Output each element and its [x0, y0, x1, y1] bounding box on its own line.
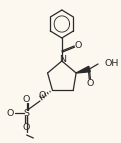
- Polygon shape: [76, 66, 90, 73]
- Text: O: O: [7, 109, 14, 118]
- Text: OH: OH: [105, 59, 119, 68]
- Text: O: O: [23, 123, 30, 132]
- Text: O: O: [23, 95, 30, 104]
- Text: O: O: [38, 92, 46, 101]
- Text: N: N: [59, 55, 66, 64]
- Text: O: O: [74, 40, 82, 49]
- Text: S: S: [24, 109, 30, 118]
- Text: O: O: [87, 79, 94, 88]
